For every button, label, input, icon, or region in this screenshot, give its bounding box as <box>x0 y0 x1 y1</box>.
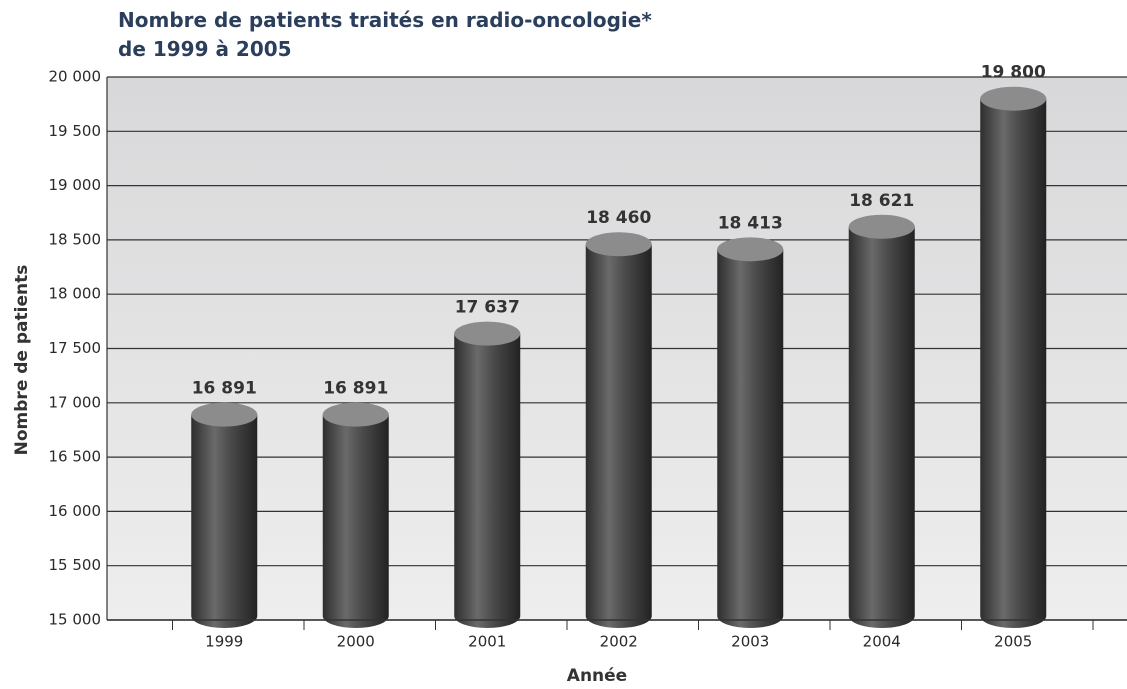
x-tick-label: 2002 <box>600 633 638 651</box>
y-tick-label: 19 000 <box>49 176 102 194</box>
bar <box>717 249 784 628</box>
y-axis-label: Nombre de patients <box>12 265 32 456</box>
bar-top <box>717 237 784 262</box>
y-tick-label: 16 000 <box>49 502 102 520</box>
bar-top <box>454 321 521 346</box>
bar-top <box>585 232 652 257</box>
value-label: 16 891 <box>323 379 388 399</box>
x-tick-label: 2001 <box>468 633 506 651</box>
bar-top <box>191 402 258 427</box>
value-label: 17 637 <box>455 298 520 318</box>
y-tick-label: 18 500 <box>49 230 102 248</box>
bar <box>848 226 915 628</box>
x-tick-label: 2004 <box>863 633 901 651</box>
value-label: 19 800 <box>981 63 1046 83</box>
chart-title: Nombre de patients traités en radio-onco… <box>118 8 652 32</box>
y-tick-label: 15 000 <box>49 611 102 629</box>
bar-top <box>322 402 389 427</box>
x-tick-label: 2000 <box>337 633 375 651</box>
y-tick-label: 19 500 <box>49 122 102 140</box>
value-label: 18 413 <box>718 213 783 233</box>
y-tick-label: 16 500 <box>49 448 102 466</box>
x-axis-label: Année <box>567 666 627 686</box>
y-tick-label: 17 000 <box>49 393 102 411</box>
bar-top <box>980 86 1047 111</box>
bar <box>585 244 652 628</box>
bar <box>322 414 389 628</box>
y-tick-label: 18 000 <box>49 285 102 303</box>
bar-top <box>848 214 915 239</box>
bar <box>980 98 1047 629</box>
x-tick-label: 2005 <box>994 633 1032 651</box>
x-tick-label: 2003 <box>731 633 769 651</box>
y-tick-label: 17 500 <box>49 339 102 357</box>
value-label: 18 460 <box>586 208 651 228</box>
value-label: 16 891 <box>192 379 257 399</box>
y-tick-label: 15 500 <box>49 556 102 574</box>
y-tick-label: 20 000 <box>49 68 102 86</box>
bar <box>191 414 258 628</box>
bar <box>454 333 521 628</box>
value-label: 18 621 <box>849 191 914 211</box>
x-tick-label: 1999 <box>205 633 243 651</box>
chart-title: de 1999 à 2005 <box>118 37 292 61</box>
